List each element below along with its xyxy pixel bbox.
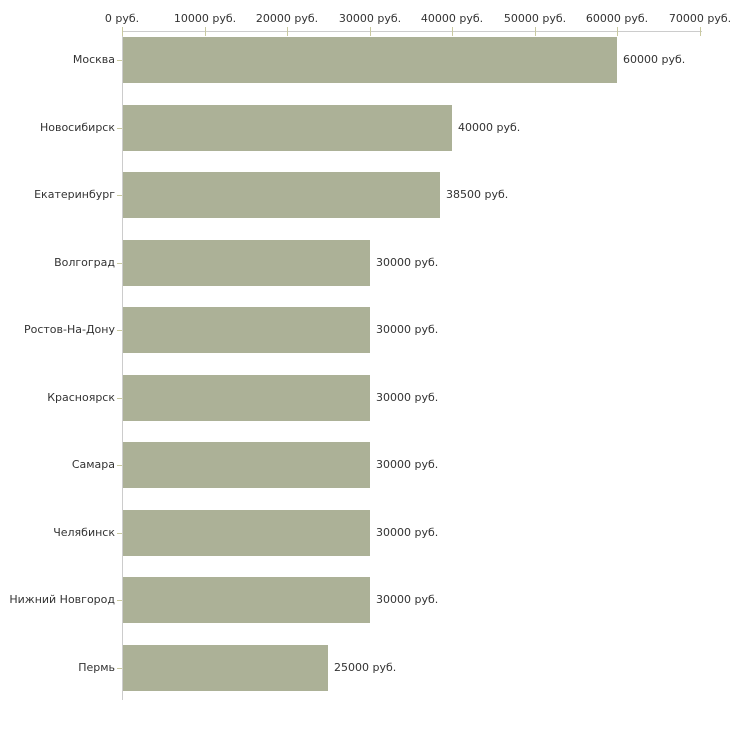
x-axis-tick bbox=[205, 27, 206, 36]
bar bbox=[123, 375, 370, 421]
value-label: 30000 руб. bbox=[376, 256, 439, 269]
category-label: Красноярск bbox=[47, 391, 115, 404]
bar bbox=[123, 172, 440, 218]
x-axis-tick bbox=[617, 27, 618, 36]
value-label: 30000 руб. bbox=[376, 391, 439, 404]
category-label: Пермь bbox=[78, 661, 115, 674]
x-tick-label: 50000 руб. bbox=[503, 12, 567, 25]
category-label: Волгоград bbox=[54, 256, 115, 269]
x-tick-label: 60000 руб. bbox=[585, 12, 649, 25]
bar bbox=[123, 105, 452, 151]
x-axis-tick bbox=[122, 27, 123, 36]
x-axis-tick bbox=[700, 27, 701, 36]
x-axis-tick bbox=[535, 27, 536, 36]
value-label: 25000 руб. bbox=[334, 661, 397, 674]
y-axis-tick bbox=[117, 600, 122, 601]
y-axis-tick bbox=[117, 330, 122, 331]
y-axis-tick bbox=[117, 195, 122, 196]
x-tick-label: 70000 руб. bbox=[668, 12, 730, 25]
x-tick-label: 0 руб. bbox=[104, 12, 140, 25]
y-axis-line bbox=[122, 31, 123, 700]
value-label: 40000 руб. bbox=[458, 121, 521, 134]
y-axis-tick bbox=[117, 668, 122, 669]
x-axis-tick bbox=[370, 27, 371, 36]
y-axis-tick bbox=[117, 533, 122, 534]
x-axis-tick bbox=[452, 27, 453, 36]
y-axis-tick bbox=[117, 60, 122, 61]
value-label: 60000 руб. bbox=[623, 53, 686, 66]
y-axis-tick bbox=[117, 465, 122, 466]
category-label: Екатеринбург bbox=[34, 188, 115, 201]
x-axis-tick bbox=[287, 27, 288, 36]
bar bbox=[123, 645, 328, 691]
x-tick-label: 10000 руб. bbox=[173, 12, 237, 25]
x-tick-label: 20000 руб. bbox=[255, 12, 319, 25]
bar bbox=[123, 307, 370, 353]
value-label: 30000 руб. bbox=[376, 458, 439, 471]
x-tick-label: 40000 руб. bbox=[420, 12, 484, 25]
category-label: Ростов-На-Дону bbox=[23, 323, 115, 336]
bar bbox=[123, 240, 370, 286]
category-label: Самара bbox=[71, 458, 115, 471]
value-label: 30000 руб. bbox=[376, 526, 439, 539]
x-axis-line bbox=[122, 31, 702, 32]
x-tick-label: 30000 руб. bbox=[338, 12, 402, 25]
bar bbox=[123, 442, 370, 488]
bar bbox=[123, 510, 370, 556]
category-label: Москва bbox=[72, 53, 115, 66]
y-axis-tick bbox=[117, 263, 122, 264]
value-label: 30000 руб. bbox=[376, 593, 439, 606]
bar bbox=[123, 37, 617, 83]
category-label: Новосибирск bbox=[39, 121, 115, 134]
bar bbox=[123, 577, 370, 623]
category-label: Нижний Новгород bbox=[9, 593, 115, 606]
y-axis-tick bbox=[117, 398, 122, 399]
value-label: 38500 руб. bbox=[446, 188, 509, 201]
value-label: 30000 руб. bbox=[376, 323, 439, 336]
category-label: Челябинск bbox=[53, 526, 115, 539]
y-axis-tick bbox=[117, 128, 122, 129]
